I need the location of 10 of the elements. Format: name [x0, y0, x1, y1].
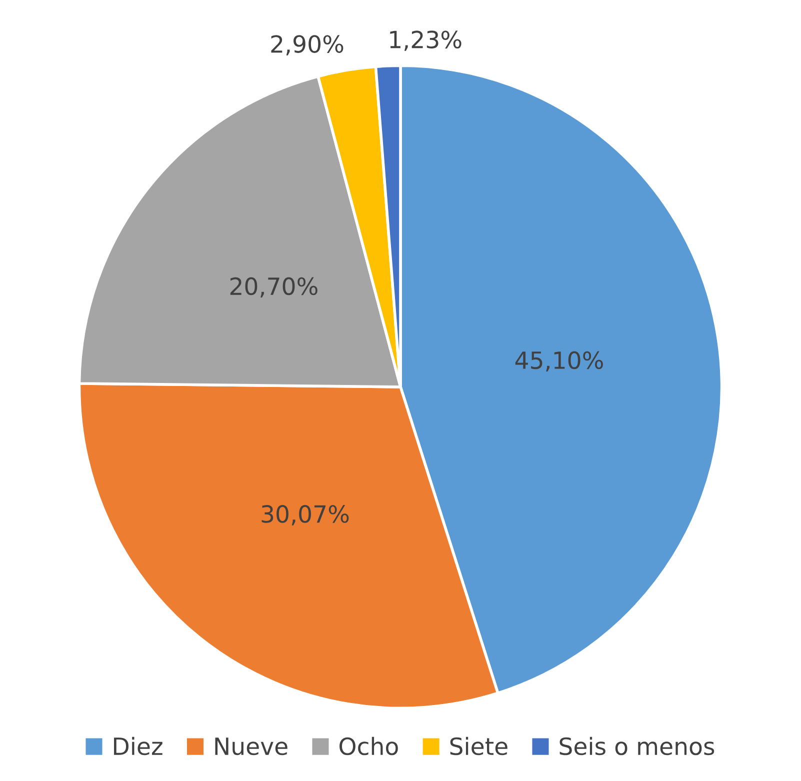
legend-label: Nueve [215, 738, 288, 756]
data-label: 20,70% [230, 277, 318, 298]
legend-label: Diez [114, 736, 162, 756]
legend-label: Siete [450, 736, 508, 756]
legend-label: Seis o menos [560, 736, 714, 756]
data-label: 45,10% [515, 351, 603, 372]
data-label: 30,07% [262, 505, 349, 526]
data-label: 2,90% [271, 35, 344, 56]
legend-label: Ocho [340, 736, 398, 756]
data-label: 1,23% [390, 30, 462, 51]
